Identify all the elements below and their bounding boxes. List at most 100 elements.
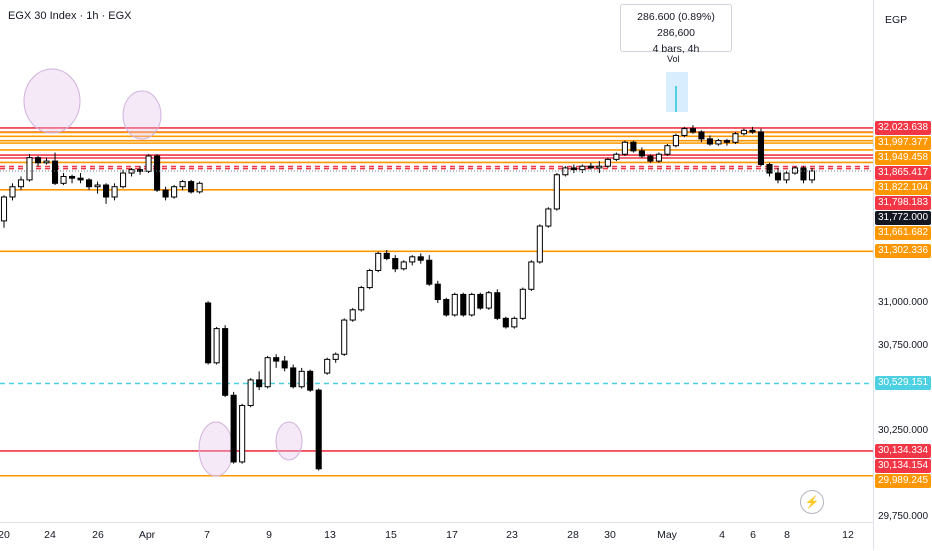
highlight-circle [23, 68, 81, 134]
time-tick-label: 17 [446, 529, 458, 541]
highlight-circle [122, 90, 162, 140]
candle [103, 183, 110, 204]
symbol-title[interactable]: EGX 30 Index · 1h · EGX [8, 10, 132, 22]
measure-highlight [666, 72, 688, 112]
highlight-circle [198, 421, 234, 477]
candle [205, 301, 212, 365]
candle [579, 164, 586, 174]
candle [315, 388, 322, 471]
candle [740, 128, 748, 136]
chart-pane[interactable]: EGX 30 Index · 1h · EGX 286.600 (0.89%) … [0, 0, 873, 522]
candle [324, 357, 331, 375]
time-scale[interactable]: 20 24 26 Apr 7 9 13 15 17 23 28 30 May 4 6 8 12 [0, 522, 873, 551]
candle [230, 391, 237, 464]
candle [77, 173, 84, 184]
candle [188, 179, 195, 194]
measure-bars: 4 bars, 4h [652, 43, 700, 55]
candle [749, 126, 756, 134]
candle [774, 167, 782, 184]
candle [26, 154, 33, 182]
time-tick-label: 12 [842, 529, 854, 541]
time-tick-label: 8 [784, 529, 790, 541]
candle [162, 186, 169, 201]
time-tick-label: 26 [92, 529, 104, 541]
candle [434, 280, 441, 303]
candle [213, 326, 220, 365]
candle [68, 174, 76, 184]
candle [222, 325, 229, 397]
price-tick-label: 31,000.000 [877, 296, 929, 308]
flash-icon[interactable]: ⚡ [800, 490, 824, 514]
time-tick-label: 20 [0, 529, 10, 541]
candle [596, 161, 603, 174]
candle [349, 308, 356, 322]
time-tick-label: 4 [719, 529, 725, 541]
time-tick-label: May [657, 529, 677, 541]
time-tick-label: 15 [385, 529, 397, 541]
candle [60, 173, 67, 186]
time-tick-label: 28 [567, 529, 579, 541]
candle [94, 181, 101, 194]
candle [723, 138, 730, 146]
candle [375, 251, 382, 273]
price-scale[interactable]: EGP 31,500.00031,000.00030,750.00030,250… [873, 0, 932, 550]
candle [120, 169, 127, 189]
time-tick-label: 23 [506, 529, 518, 541]
candle [51, 152, 59, 186]
candle [443, 297, 450, 317]
measure-tooltip: 286.600 (0.89%) 286,600 4 bars, 4h [620, 4, 732, 55]
price-level-tag: 31,302.336 [875, 244, 931, 259]
candle [791, 166, 799, 175]
currency-label[interactable]: EGP [885, 14, 908, 26]
price-tick-label: 29,750.000 [877, 510, 929, 522]
candle [698, 130, 705, 143]
candlestick-chart[interactable] [0, 0, 873, 522]
candle [366, 268, 373, 290]
candle [570, 164, 577, 174]
candle [451, 292, 458, 317]
candle [553, 173, 560, 211]
candle [647, 154, 654, 163]
price-level-tag: 32,023.638 [875, 120, 931, 135]
candle [630, 140, 637, 153]
price-level-tag: 31,798.183 [875, 195, 931, 210]
candle [468, 292, 475, 317]
candle [706, 135, 713, 146]
candle [0, 195, 8, 228]
candle [341, 318, 348, 356]
candle [715, 138, 722, 146]
volume-label: Vol [667, 54, 680, 64]
candle [179, 179, 186, 191]
candle [800, 166, 807, 184]
candle [536, 224, 543, 264]
time-tick-label: 6 [750, 529, 756, 541]
candle [17, 176, 25, 191]
candle [34, 155, 42, 167]
candle [502, 316, 509, 329]
candle [392, 255, 399, 273]
time-tick-label: 13 [324, 529, 336, 541]
candle [196, 181, 203, 194]
candle [256, 371, 263, 391]
candle [604, 157, 611, 168]
candle [460, 292, 467, 317]
candle [400, 260, 407, 271]
time-tick-label: 9 [266, 529, 272, 541]
candle [638, 147, 645, 158]
candle [655, 152, 662, 163]
price-level-tag: 30,134.154 [875, 458, 931, 473]
price-level-tag: 30,134.334 [875, 443, 931, 458]
candle [477, 292, 484, 310]
measure-change: 286.600 (0.89%) 286,600 [637, 11, 715, 39]
candle [281, 355, 288, 372]
price-tick-label: 30,250.000 [877, 425, 929, 437]
time-tick-label: Apr [138, 529, 156, 541]
candle [43, 157, 50, 165]
price-level-tag: 31,997.377 [875, 135, 931, 150]
candle [528, 260, 535, 291]
candle [247, 378, 254, 408]
price-tick-label: 30,750.000 [877, 339, 929, 351]
candle [358, 285, 365, 312]
candle [332, 352, 339, 363]
candle [494, 289, 501, 321]
